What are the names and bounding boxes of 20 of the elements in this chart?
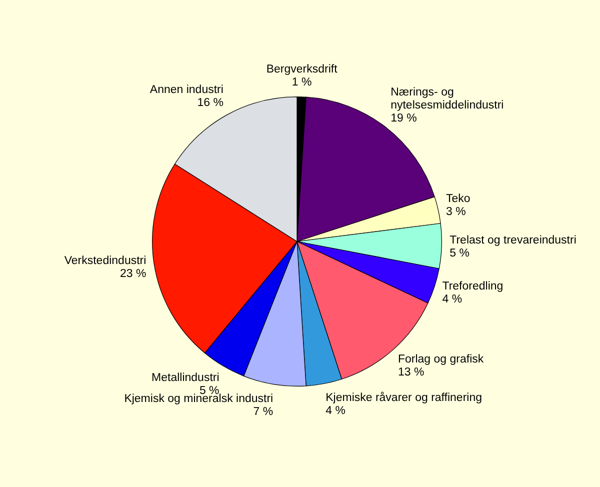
- data-label: 5 %: [450, 247, 470, 260]
- data-label: 3 %: [446, 206, 466, 218]
- slice-label: Treforedling: [442, 280, 504, 292]
- slice-label: Bergverksdrift: [266, 64, 338, 76]
- slice-label: Teko: [446, 193, 470, 206]
- data-label: 4 %: [442, 293, 462, 306]
- data-label: 7 %: [253, 406, 274, 418]
- slice-label: Verkstedindustri: [64, 255, 146, 268]
- data-label: 19 %: [390, 112, 417, 125]
- data-label: 1 %: [292, 76, 312, 89]
- data-label: 4 %: [326, 404, 346, 417]
- slice-label: Metallindustri: [152, 372, 220, 384]
- data-label: 16 %: [197, 96, 224, 109]
- data-label: 23 %: [120, 268, 146, 280]
- slice-label: Kjemiske råvarer og raffinering: [326, 390, 482, 404]
- slice-label: Trelast og trevareindustri: [450, 234, 576, 246]
- slice-label: Forlag og grafisk: [398, 353, 484, 366]
- slice-label: Annen industri: [150, 84, 224, 96]
- data-label: 13 %: [398, 366, 424, 378]
- slice-label: Nærings- og nytelsesmiddelindustri: [390, 86, 504, 112]
